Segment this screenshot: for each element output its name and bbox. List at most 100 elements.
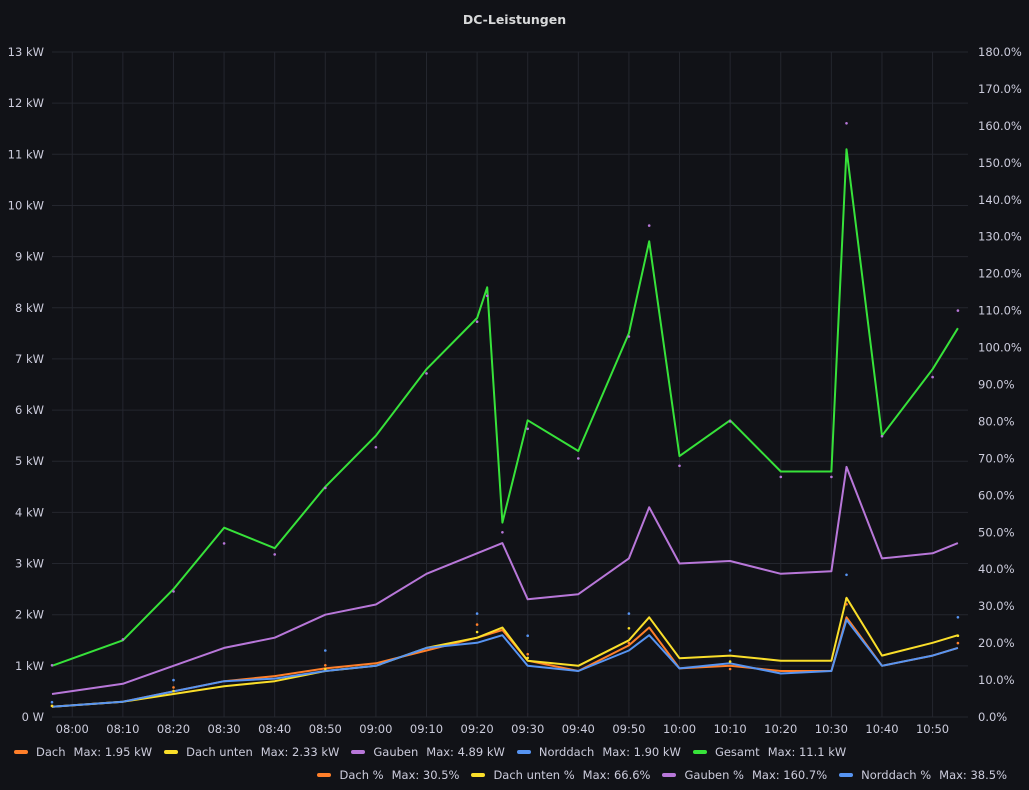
series-line-gauben xyxy=(51,465,959,695)
legend-max-value: Max: 1.95 kW xyxy=(73,745,153,759)
y-right-tick-label: 170.0% xyxy=(978,82,1022,96)
legend-max-value: Max: 30.5% xyxy=(391,768,460,782)
series-point-gauben xyxy=(577,457,580,460)
series-point-dach xyxy=(526,652,529,656)
y-right-tick-label: 0.0% xyxy=(978,710,1007,724)
y-right-tick-label: 100.0% xyxy=(978,341,1022,355)
series-line-gesamt xyxy=(51,148,959,667)
legend-max-value: Max: 1.90 kW xyxy=(602,745,681,759)
chart-title: DC-Leistungen xyxy=(462,12,567,27)
legend-max-value: Max: 2.33 kW xyxy=(260,745,340,759)
series-point-gauben xyxy=(501,531,504,534)
legend-item-dach-unten[interactable]: Dach unten Max: 2.33 kW xyxy=(164,745,339,759)
legend-item-norddach[interactable]: Norddach % Max: 38.5% xyxy=(839,768,1007,782)
series-point-dach-unten xyxy=(526,656,529,660)
legend-max-value: Max: 160.7% xyxy=(751,768,828,782)
y-right-tick-label: 40.0% xyxy=(978,562,1015,576)
series-point-gauben xyxy=(121,638,125,641)
legend-max-value: Max: 38.5% xyxy=(939,768,1007,782)
legend-item-gauben[interactable]: Gauben Max: 4.89 kW xyxy=(351,745,505,759)
series-point-gauben xyxy=(222,542,226,545)
x-tick-label: 08:00 xyxy=(56,722,89,736)
y-right-tick-label: 120.0% xyxy=(978,267,1022,281)
y-right-tick-label: 150.0% xyxy=(978,156,1022,170)
series-point-dach-unten xyxy=(956,634,960,637)
x-tick-label: 10:30 xyxy=(815,722,848,736)
series-point-dach xyxy=(845,603,848,606)
series-point-gauben xyxy=(880,434,884,438)
series-point-gauben xyxy=(425,372,428,375)
y-left-tick-label: 1 kW xyxy=(15,659,44,673)
legend-item-gauben[interactable]: Gauben % Max: 160.7% xyxy=(662,768,827,782)
x-tick-label: 10:00 xyxy=(663,722,696,736)
series-point-dach-unten xyxy=(475,630,479,634)
series-point-norddach xyxy=(728,649,732,652)
series-point-norddach xyxy=(627,612,631,615)
series-point-gauben xyxy=(172,590,175,593)
y-left-tick-label: 10 kW xyxy=(8,198,44,212)
x-tick-label: 10:10 xyxy=(714,722,747,736)
legend-label: Dach unten % xyxy=(493,768,575,782)
series-point-gauben xyxy=(50,664,54,667)
y-left-tick-label: 9 kW xyxy=(15,250,44,264)
y-left-tick-label: 2 kW xyxy=(15,608,44,622)
y-right-tick-label: 10.0% xyxy=(978,673,1015,687)
legend-item-dach-unten[interactable]: Dach unten % Max: 66.6% xyxy=(471,768,650,782)
series-point-gauben xyxy=(931,375,934,379)
series-point-gauben xyxy=(485,294,489,298)
series-point-dach xyxy=(475,623,479,626)
series-point-dach xyxy=(956,641,960,645)
chart-plot: 0 W 1 kW 2 kW 3 kW 4 kW 5 kW 6 kW 7 kW 8 kW 9 kW 1… xyxy=(8,45,1022,736)
legend-max-value: Max: 66.6% xyxy=(582,768,651,782)
legend-row-percent: Dach % Max: 30.5% Dach unten % Max: 66.6% Ga… xyxy=(0,766,1029,784)
y-left-tick-label: 13 kW xyxy=(8,45,44,59)
legend-item-dach[interactable]: Dach Max: 1.95 kW xyxy=(14,745,152,759)
y-left-tick-label: 11 kW xyxy=(8,147,44,161)
y-left-tick-label: 7 kW xyxy=(15,352,44,366)
legend-item-norddach[interactable]: Norddach Max: 1.90 kW xyxy=(516,745,681,759)
series-point-gauben xyxy=(678,464,681,468)
legend-label: Dach % xyxy=(339,768,384,782)
series-point-dach-unten xyxy=(50,704,54,708)
series-point-gauben xyxy=(324,486,327,490)
y-right-tick-label: 130.0% xyxy=(978,230,1022,244)
y-right-tick-label: 160.0% xyxy=(978,119,1022,133)
y-left-tick-label: 4 kW xyxy=(15,505,44,519)
x-tick-label: 09:50 xyxy=(612,722,645,736)
series-point-gauben xyxy=(374,446,378,449)
legend-swatch xyxy=(471,773,486,777)
x-tick-label: 08:10 xyxy=(106,722,139,736)
y-right-tick-label: 140.0% xyxy=(978,193,1022,207)
series-point-gauben xyxy=(830,475,833,479)
x-tick-label: 09:00 xyxy=(359,722,392,736)
series-line-norddach xyxy=(51,618,959,708)
legend-label: Norddach % xyxy=(861,768,932,782)
series-point-norddach xyxy=(324,649,327,652)
x-tick-label: 08:20 xyxy=(157,722,190,736)
series-point-dach xyxy=(172,686,175,689)
series-point-dach-unten xyxy=(627,627,631,630)
y-left-tick-label: 12 kW xyxy=(8,96,44,110)
legend-item-dach[interactable]: Dach % Max: 30.5% xyxy=(317,768,459,782)
y-right-tick-label: 60.0% xyxy=(978,488,1015,502)
legend-swatch xyxy=(662,773,677,777)
legend-label: Dach xyxy=(36,745,66,759)
legend-swatch xyxy=(164,750,179,754)
y-right-tick-label: 110.0% xyxy=(978,304,1022,318)
y-right-tick-label: 80.0% xyxy=(978,414,1015,428)
series-point-dach-unten xyxy=(845,597,848,601)
series-point-dach xyxy=(627,641,631,645)
y-left-tick-label: 3 kW xyxy=(15,557,44,571)
y-right-tick-label: 20.0% xyxy=(978,636,1015,650)
series-point-dach-unten xyxy=(324,667,327,671)
legend-swatch xyxy=(351,750,366,754)
legend-item-gesamt[interactable]: Gesamt Max: 11.1 kW xyxy=(692,745,846,759)
legend-label: Norddach xyxy=(538,745,595,759)
y-left-tick-label: 5 kW xyxy=(15,454,44,468)
x-tick-label: 09:10 xyxy=(410,722,443,736)
series-point-gauben xyxy=(647,224,651,227)
y-right-tick-label: 90.0% xyxy=(978,378,1015,392)
series-point-norddach xyxy=(50,700,54,704)
series-point-gauben xyxy=(779,475,783,479)
